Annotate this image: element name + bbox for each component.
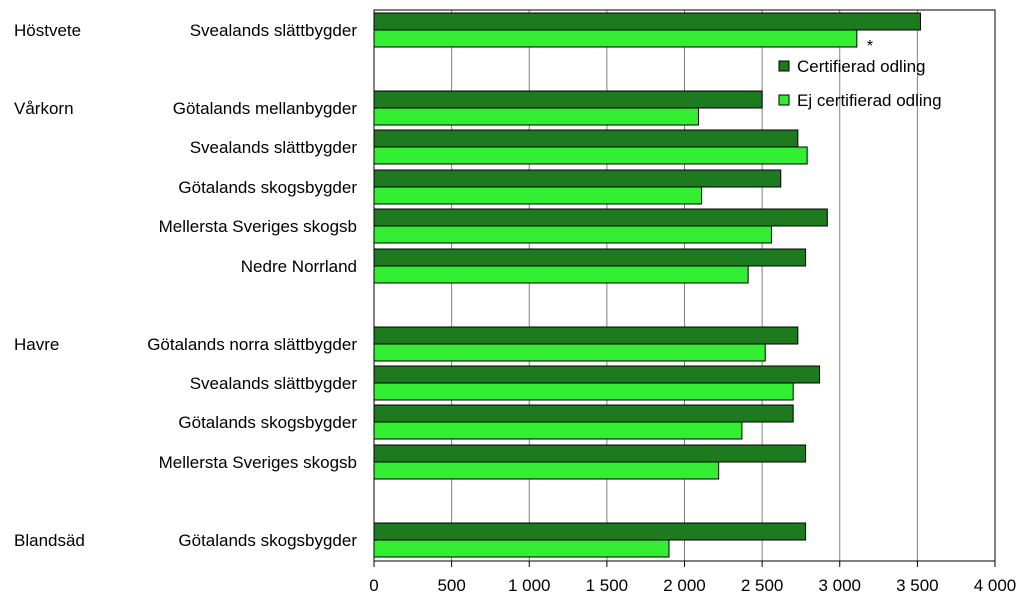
crop-label: Vårkorn [14,99,74,118]
crop-label: Havre [14,335,59,354]
bar-certified [373,208,828,227]
bar-not-certified [373,461,720,480]
bar-not-certified [373,29,858,48]
bar-certified [373,404,794,423]
x-tick-label: 500 [437,576,465,595]
bar-certified [373,522,807,541]
region-label: Götalands skogsbygder [178,178,357,197]
region-label: Mellersta Sveriges skogsb [159,453,357,472]
x-tick-label: 2 000 [663,576,706,595]
legend: Certifierad odling Ej certifierad odling [778,57,942,110]
bar-not-certified [373,146,808,165]
bar-certified [373,248,807,267]
bar-certified [373,12,921,31]
bars [373,12,921,558]
significance-annotation: * [867,38,873,55]
x-tick-label: 1 500 [586,576,629,595]
x-tick-label: 4 000 [974,576,1017,595]
bar-certified [373,129,799,148]
x-tick-labels: 0 500 1 000 1 500 2 000 2 500 3 000 3 500 4 000 [369,576,1016,595]
region-label: Götalands skogsbygder [178,413,357,432]
bar-certified [373,365,821,384]
region-label: Svealands slättbygder [190,138,358,157]
legend-label: Ej certifierad odling [797,91,942,110]
region-label: Nedre Norrland [241,257,357,276]
x-tick-label: 3 000 [818,576,861,595]
crop-label: Blandsäd [14,531,85,550]
region-label: Götalands skogsbygder [178,531,357,550]
bar-not-certified [373,225,772,244]
bar-not-certified [373,382,794,401]
crop-label: Höstvete [14,21,81,40]
bar-certified [373,444,807,463]
x-tick-label: 1 000 [508,576,551,595]
bar-certified [373,169,782,188]
legend-swatch-certified [778,60,790,72]
legend-swatch-not-certified [778,94,790,106]
bar-not-certified [373,421,743,440]
bar-not-certified [373,539,670,558]
region-label: Götalands norra slättbygder [147,335,357,354]
bar-not-certified [373,107,699,126]
x-tick-label: 2 500 [741,576,784,595]
category-labels: Svealands slättbygder Höstvete * Götalands … [14,21,873,550]
region-label: Svealands slättbygder [190,21,358,40]
bar-not-certified [373,265,749,284]
bar-certified [373,90,763,109]
bar-certified [373,326,799,345]
axes [373,9,996,567]
legend-label: Certifierad odling [797,57,926,76]
x-tick-label: 3 500 [896,576,939,595]
region-label: Götalands mellanbygder [173,99,358,118]
region-label: Mellersta Sveriges skogsb [159,217,357,236]
x-tick-label: 0 [369,576,378,595]
bar-not-certified [373,343,766,362]
region-label: Svealands slättbygder [190,374,358,393]
bar-not-certified [373,186,703,205]
